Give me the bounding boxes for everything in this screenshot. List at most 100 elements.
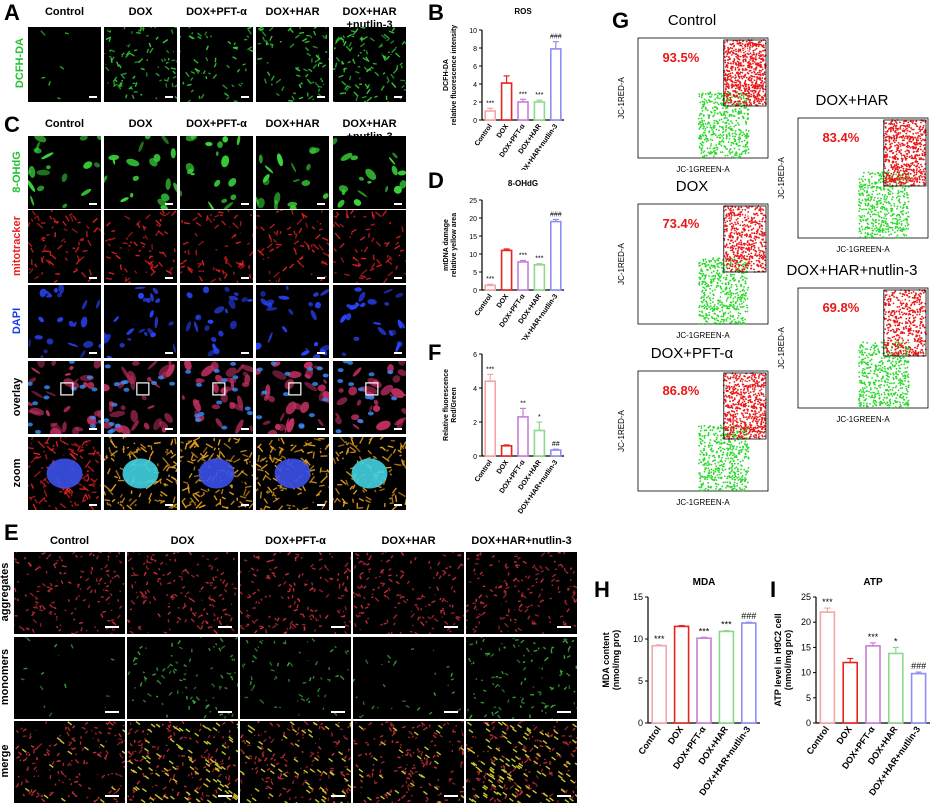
scale-bar	[165, 203, 173, 205]
bar-0	[651, 644, 668, 724]
panel-c-image-r2-c4-texture	[340, 287, 406, 357]
y-tick-label: 0	[473, 118, 477, 125]
panel-e-image-r1-c1-texture	[127, 637, 238, 719]
panel-c-image-r3-c4-texture	[335, 361, 406, 434]
scale-bar	[394, 96, 402, 98]
panel-c-image-r3-c2-texture	[181, 361, 253, 434]
bar-0	[484, 110, 497, 121]
significance-3: *	[894, 636, 898, 646]
scale-bar	[89, 203, 97, 205]
panel-label-i: I	[770, 577, 777, 602]
gate-percentage: 86.8%	[662, 383, 699, 398]
bar-4	[910, 672, 927, 724]
panel-c-image-r2-c0	[28, 285, 101, 358]
bar-2	[865, 645, 881, 724]
scale-bar	[317, 96, 325, 98]
gate-label: P3	[741, 380, 750, 387]
gate-label: P3	[741, 213, 750, 220]
bar-1	[842, 661, 858, 724]
column-header-e-3: DOX+HAR	[381, 535, 436, 547]
facs-plot-4: P3 69.8% JC-1RED-A JC-1GREEN-A	[777, 287, 929, 424]
y-tick-label: 10	[801, 668, 811, 678]
panel-c-image-r2-c2-texture	[185, 286, 253, 357]
bar-0	[484, 284, 497, 291]
scale-bar	[89, 428, 97, 430]
panel-c-image-r4-c0-texture	[28, 437, 101, 510]
panel-e-image-r0-c0-texture	[14, 552, 125, 634]
scale-bar	[331, 711, 345, 713]
column-header-c-3: DOX+HAR	[265, 118, 320, 130]
dcfh-image-1-texture	[104, 27, 177, 100]
panel-e-image-r2-c4	[466, 721, 577, 803]
bar-3	[533, 429, 546, 457]
significance-3: ***	[535, 92, 543, 99]
panel-c-image-r3-c3	[256, 361, 329, 434]
scale-bar	[165, 277, 173, 279]
facs-plot-3: P3 83.4% JC-1RED-A JC-1GREEN-A	[777, 117, 929, 254]
scale-bar	[394, 504, 402, 506]
scale-bar	[241, 277, 249, 279]
panel-c-image-r3-c2	[180, 361, 253, 434]
scale-bar	[89, 504, 97, 506]
panel-label-d: D	[428, 168, 444, 193]
scale-bar	[444, 626, 458, 628]
panel-e-image-r2-c1-texture	[127, 721, 238, 803]
panel-c-image-r0-c0-texture	[28, 136, 101, 209]
y-tick-label: 5	[638, 676, 643, 686]
column-header-e-1: DOX	[170, 535, 195, 547]
x-axis-label: JC-1GREEN-A	[836, 415, 890, 424]
scale-bar	[165, 428, 173, 430]
chart-title: ATP	[863, 577, 883, 588]
scale-bar	[317, 428, 325, 430]
panel-e-image-r2-c3	[353, 721, 464, 803]
y-tick-label: 10	[469, 28, 477, 35]
gate-p3	[723, 39, 767, 107]
row-label-dcfh-da: DCFH-DA	[14, 37, 26, 89]
facs-plot-2: P3 86.8% JC-1RED-A JC-1GREEN-A	[617, 370, 769, 507]
chart-title: MDA	[693, 577, 716, 588]
y-tick-label: 20	[469, 216, 477, 223]
chart-title: ROS	[514, 7, 532, 16]
panel-e-image-r0-c2-texture	[240, 552, 351, 634]
panel-c-image-r0-c1-texture	[104, 136, 177, 209]
dcfh-image-1	[104, 27, 177, 102]
panel-label-a: A	[4, 0, 20, 25]
scale-bar	[241, 203, 249, 205]
row-label-monomers: monomers	[0, 648, 11, 706]
panel-c-image-r4-c1-texture	[104, 437, 177, 510]
gate-label: P3	[901, 127, 910, 134]
y-tick-label: 15	[469, 234, 477, 241]
bar-1	[500, 82, 513, 121]
panel-label-b: B	[428, 0, 444, 25]
facs-title-0: Control	[667, 12, 717, 29]
panel-e-image-r0-c0	[14, 552, 125, 634]
gate-percentage: 83.4%	[822, 130, 859, 145]
panel-e-image-r0-c4-texture	[466, 552, 577, 634]
panel-e-image-r2-c2	[240, 721, 351, 803]
significance-3: *	[538, 414, 541, 421]
scale-bar	[557, 795, 571, 797]
panel-c-image-r0-c3	[256, 136, 329, 209]
x-axis-label: JC-1GREEN-A	[676, 498, 730, 507]
panel-e-image-r0-c1-texture	[127, 552, 238, 634]
column-header-e-4: DOX+HAR+nutlin-3	[471, 535, 572, 547]
column-header-c-1: DOX	[128, 118, 153, 130]
scale-bar	[394, 203, 402, 205]
column-header-c-0: Control	[44, 118, 85, 130]
bar-0	[484, 380, 497, 457]
panel-label-h: H	[594, 577, 610, 602]
panel-c-image-r2-c4	[333, 285, 406, 358]
gate-p3	[883, 289, 927, 357]
panel-c-image-r3-c1-texture	[104, 361, 176, 434]
bar-4	[741, 622, 757, 724]
panel-c-image-r3-c0-texture	[28, 361, 101, 434]
panel-e-image-r1-c4-texture	[466, 637, 577, 719]
significance-4: ###	[550, 34, 562, 41]
panel-c-image-r1-c2	[180, 210, 253, 283]
bar-3	[718, 630, 735, 724]
gate-p3	[883, 119, 927, 187]
scale-bar	[444, 711, 458, 713]
column-header-a-3: DOX+HAR	[265, 6, 320, 18]
panel-e-image-r1-c0	[14, 637, 125, 719]
panel-e-image-r0-c1	[127, 552, 238, 634]
